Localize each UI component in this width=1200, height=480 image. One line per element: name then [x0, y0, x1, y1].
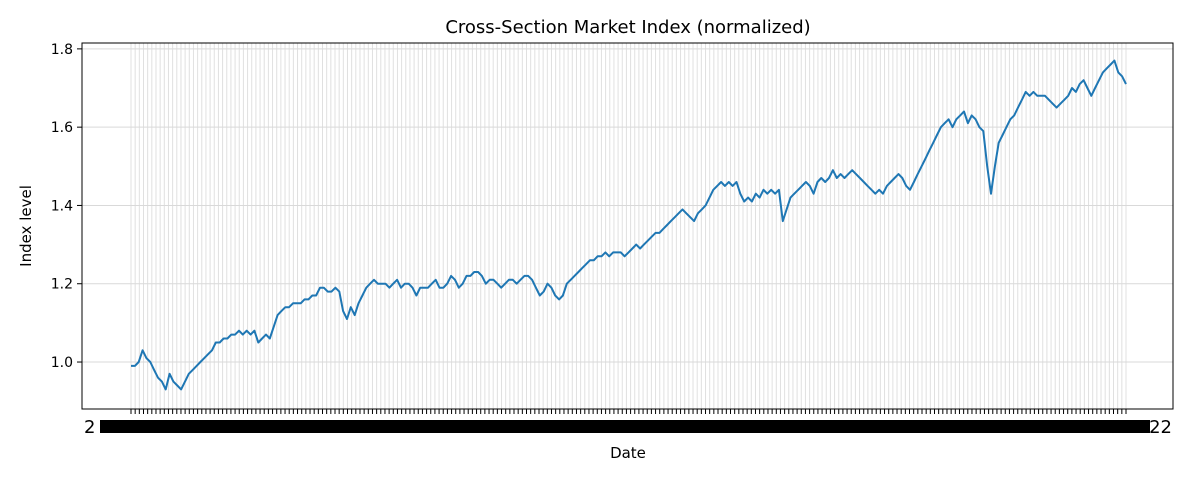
y-tick-label: 1.2 [51, 277, 73, 293]
plot-frame [81, 42, 1174, 410]
x-axis-label: Date [610, 444, 646, 462]
y-tick-label: 1.8 [51, 42, 73, 58]
series-line [131, 59, 1127, 391]
y-tick-label: 1.4 [51, 198, 73, 214]
y-axis: 1.0 1.2 1.4 1.6 1.8 [51, 42, 82, 371]
x-tick-labels-overlap [100, 420, 1150, 433]
y-gridlines [82, 48, 1173, 363]
x-grid-bands [130, 43, 1127, 409]
y-tick-label: 1.0 [51, 355, 73, 371]
chart-title: Cross-Section Market Index (normalized) [445, 17, 810, 38]
y-axis-label: Index level [17, 185, 35, 267]
y-tick-label: 1.6 [51, 120, 73, 136]
x-tick-label-first: 2 [84, 417, 95, 438]
x-tick-label-last: 22 [1149, 417, 1172, 438]
x-axis [100, 409, 1150, 433]
